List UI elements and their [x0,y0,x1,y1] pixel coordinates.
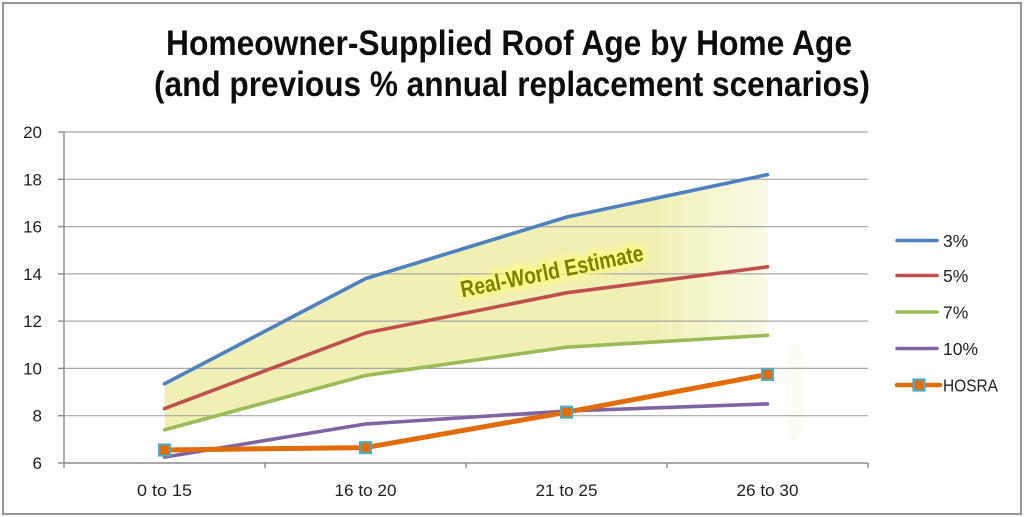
svg-text:HOSRA: HOSRA [943,376,998,396]
svg-text:Homeowner-Supplied Roof Age by: Homeowner-Supplied Roof Age by Home Age [166,24,852,63]
svg-text:16 to 20: 16 to 20 [335,481,397,500]
svg-text:18: 18 [23,170,42,189]
svg-text:21 to 25: 21 to 25 [536,481,598,500]
svg-text:7%: 7% [943,303,968,323]
svg-text:14: 14 [23,265,42,284]
svg-text:10%: 10% [943,339,978,359]
svg-text:(and previous % annual replace: (and previous % annual replacement scena… [154,65,870,104]
svg-text:20: 20 [23,123,42,142]
svg-text:12: 12 [23,312,42,331]
svg-text:10: 10 [23,359,42,378]
svg-text:6: 6 [33,454,42,473]
svg-text:0 to 15: 0 to 15 [137,481,192,500]
svg-text:5%: 5% [943,266,968,286]
svg-text:26 to 30: 26 to 30 [737,481,799,500]
svg-text:8: 8 [33,407,42,426]
svg-text:16: 16 [23,218,42,237]
svg-text:3%: 3% [943,231,968,251]
